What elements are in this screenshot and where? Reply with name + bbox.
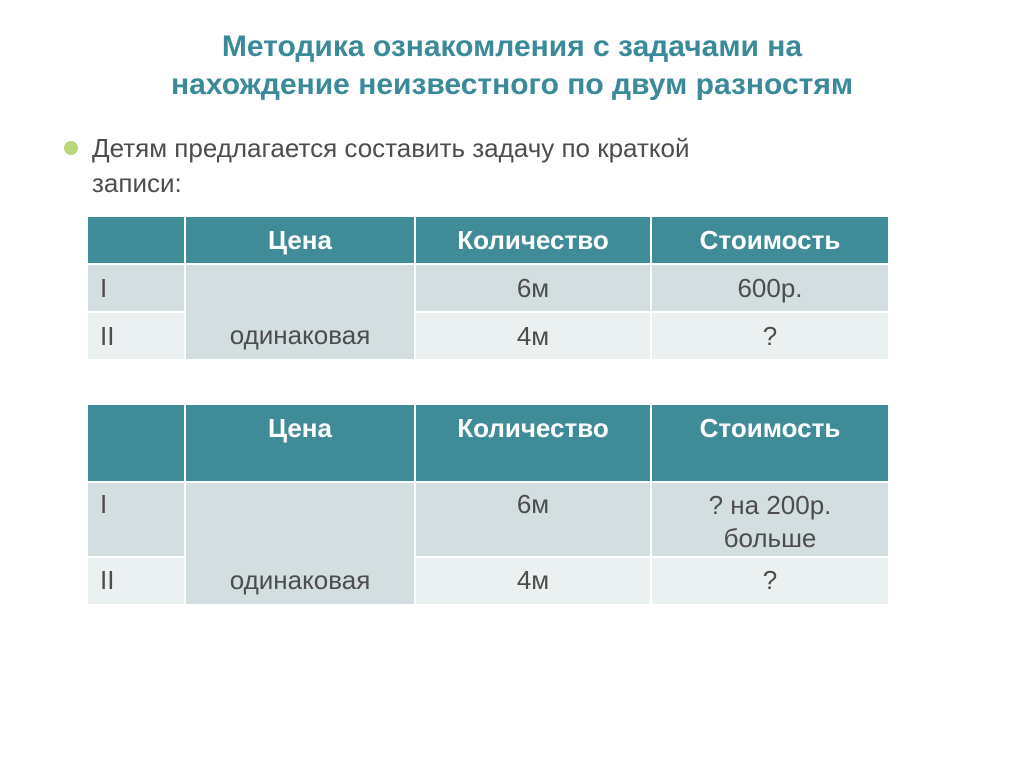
col-price: Цена [185, 404, 415, 482]
cell-cost: ? [651, 312, 889, 360]
row-label: I [87, 264, 185, 312]
cost-line1: ? на 200р. [709, 490, 832, 520]
title-line2: нахождение неизвестного по двум разностя… [171, 68, 853, 101]
bullet-line2: записи: [92, 168, 182, 198]
col-cost: Стоимость [651, 404, 889, 482]
cell-price-shared: одинаковая [185, 482, 415, 604]
table-1: Цена Количество Стоимость I одинаковая 6… [86, 215, 890, 361]
table-row: Цена Количество Стоимость [87, 216, 889, 264]
cell-qty: 6м [415, 482, 651, 556]
slide-title: Методика ознакомления с задачами на нахо… [64, 28, 960, 103]
bullet-icon [64, 141, 78, 155]
cost-line2: больше [724, 523, 817, 553]
col-price: Цена [185, 216, 415, 264]
cell-qty: 4м [415, 312, 651, 360]
cell-qty: 6м [415, 264, 651, 312]
table-2: Цена Количество Стоимость I одинаковая 6… [86, 403, 890, 605]
row-label: II [87, 312, 185, 360]
bullet-line1: Детям предлагается составить задачу по к… [92, 133, 690, 163]
row-label: I [87, 482, 185, 556]
table-row: I одинаковая 6м 600р. [87, 264, 889, 312]
col-empty [87, 404, 185, 482]
col-qty: Количество [415, 216, 651, 264]
bullet-item: Детям предлагается составить задачу по к… [64, 131, 960, 201]
cell-cost: ? на 200р. больше [651, 482, 889, 556]
cell-price-shared: одинаковая [185, 264, 415, 360]
cell-qty: 4м [415, 557, 651, 605]
bullet-text: Детям предлагается составить задачу по к… [92, 131, 690, 201]
row-label: II [87, 557, 185, 605]
table-row: Цена Количество Стоимость [87, 404, 889, 482]
col-empty [87, 216, 185, 264]
cell-cost: ? [651, 557, 889, 605]
table-row: I одинаковая 6м ? на 200р. больше [87, 482, 889, 556]
col-cost: Стоимость [651, 216, 889, 264]
title-line1: Методика ознакомления с задачами на [222, 30, 802, 63]
col-qty: Количество [415, 404, 651, 482]
cell-cost: 600р. [651, 264, 889, 312]
table-gap [86, 361, 960, 403]
